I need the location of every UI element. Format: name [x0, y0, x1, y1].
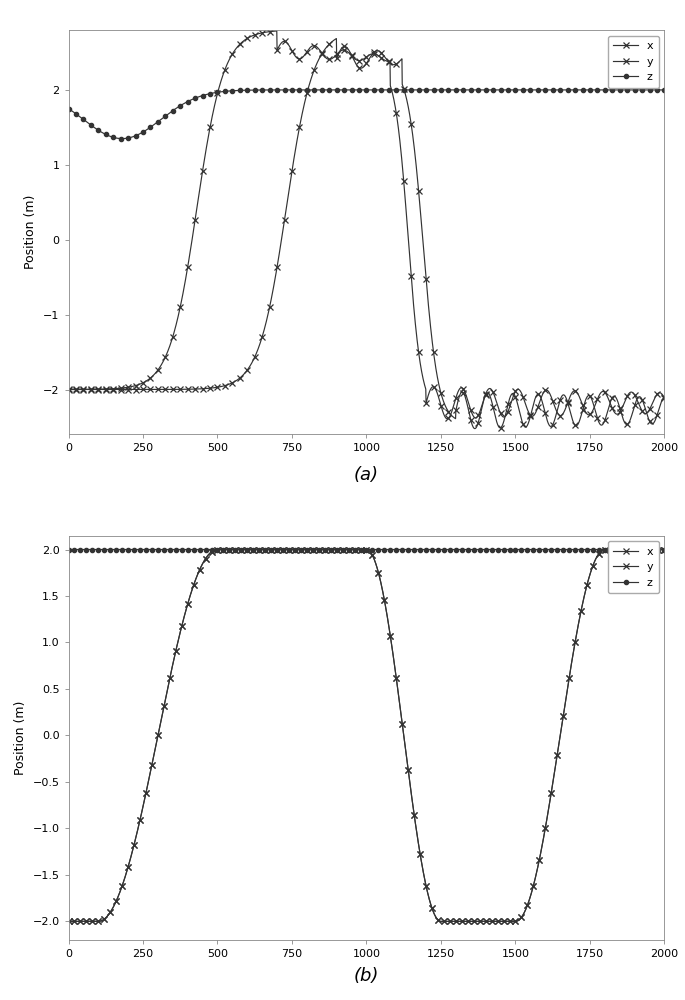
y	[555, 735, 563, 747]
z	[286, 84, 295, 96]
y	[64, 915, 73, 927]
y	[471, 423, 479, 435]
x	[443, 413, 451, 425]
Line: x: x	[66, 547, 667, 924]
z	[286, 544, 294, 556]
x	[423, 884, 431, 896]
Line: y: y	[66, 547, 667, 924]
x	[660, 544, 669, 556]
Y-axis label: Position (m): Position (m)	[14, 701, 27, 775]
x	[117, 382, 125, 394]
x	[97, 383, 105, 395]
x	[286, 544, 295, 556]
Legend: x, y, z: x, y, z	[608, 36, 659, 88]
y	[117, 384, 125, 396]
y	[660, 544, 669, 556]
x	[64, 915, 73, 927]
z	[555, 544, 563, 556]
y	[286, 178, 294, 190]
y	[117, 882, 125, 894]
y	[332, 33, 340, 45]
y	[556, 396, 564, 408]
z	[64, 103, 73, 115]
z	[423, 544, 431, 556]
x	[213, 544, 221, 556]
z	[97, 126, 105, 138]
z	[118, 133, 126, 145]
y	[660, 391, 669, 403]
x	[117, 882, 125, 894]
x	[423, 394, 431, 406]
Line: z: z	[66, 547, 667, 552]
z	[78, 544, 86, 556]
y	[78, 384, 86, 396]
y	[213, 544, 221, 556]
Text: (b): (b)	[353, 967, 379, 985]
x	[97, 915, 105, 927]
Line: z: z	[66, 88, 667, 141]
x	[660, 392, 669, 404]
Text: (a): (a)	[354, 466, 379, 484]
x	[78, 383, 86, 395]
z	[423, 84, 432, 96]
Line: y: y	[66, 36, 667, 431]
z	[117, 544, 125, 556]
y	[97, 915, 105, 927]
x	[286, 42, 295, 54]
Line: x: x	[66, 28, 667, 422]
y	[97, 384, 105, 396]
Y-axis label: Position (m): Position (m)	[25, 195, 38, 269]
z	[556, 84, 564, 96]
y	[78, 915, 86, 927]
y	[423, 283, 431, 295]
x	[555, 735, 563, 747]
y	[64, 384, 73, 396]
z	[660, 544, 669, 556]
z	[660, 84, 669, 96]
x	[78, 915, 86, 927]
x	[64, 383, 73, 395]
z	[117, 133, 125, 145]
z	[78, 112, 86, 124]
x	[273, 25, 281, 37]
y	[423, 884, 431, 896]
Legend: x, y, z: x, y, z	[608, 541, 659, 593]
z	[97, 544, 105, 556]
x	[556, 409, 564, 421]
y	[286, 544, 295, 556]
z	[273, 84, 282, 96]
z	[64, 544, 73, 556]
